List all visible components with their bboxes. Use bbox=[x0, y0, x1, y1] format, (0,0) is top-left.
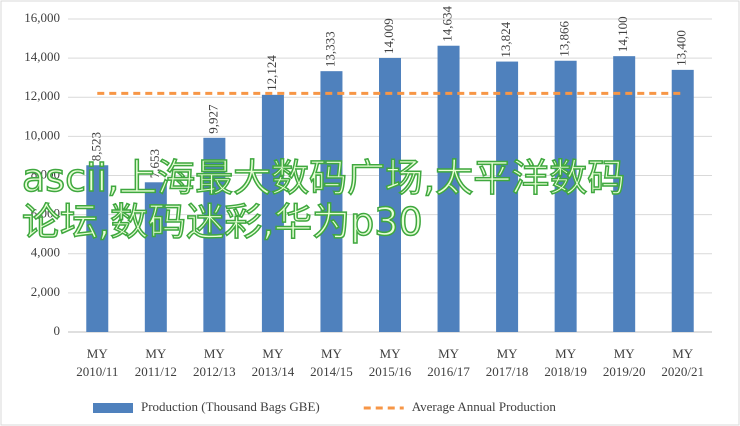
y-tick-label: 8,000 bbox=[31, 166, 60, 181]
bar bbox=[671, 69, 694, 333]
legend-label: Average Annual Production bbox=[412, 399, 557, 414]
y-tick-label: 6,000 bbox=[31, 206, 60, 221]
value-label: 14,009 bbox=[381, 18, 396, 54]
value-label: 9,927 bbox=[205, 104, 220, 134]
x-tick-label-line: 2014/15 bbox=[310, 364, 353, 379]
legend-swatch bbox=[93, 403, 133, 413]
x-tick-label-line: MY bbox=[672, 346, 694, 361]
x-tick-label: MY 2016/17 bbox=[427, 346, 470, 379]
value-label: 12,124 bbox=[264, 55, 279, 91]
bar bbox=[320, 71, 343, 332]
bar bbox=[261, 94, 284, 332]
x-tick-label-line: 2013/14 bbox=[252, 364, 295, 379]
x-tick-label: MY 2017/18 bbox=[486, 346, 529, 379]
bar bbox=[437, 45, 460, 332]
bar bbox=[496, 61, 519, 333]
x-tick-label-line: MY bbox=[380, 346, 402, 361]
x-tick-label: MY 2012/13 bbox=[193, 346, 236, 379]
x-tick-label: MY 2018/19 bbox=[544, 346, 587, 379]
x-tick-label-line: 2012/13 bbox=[193, 364, 236, 379]
value-label: 14,100 bbox=[615, 16, 630, 52]
x-tick-label-line: 2018/19 bbox=[544, 364, 587, 379]
bar bbox=[554, 60, 577, 333]
y-tick-label: 10,000 bbox=[24, 127, 60, 142]
bar bbox=[144, 182, 167, 332]
x-tick-label-line: MY bbox=[145, 346, 167, 361]
x-tick-label: MY 2019/20 bbox=[603, 346, 646, 379]
x-tick-label: MY 2013/14 bbox=[252, 346, 295, 379]
x-tick-label-line: 2020/21 bbox=[661, 364, 704, 379]
x-tick-label-line: MY bbox=[497, 346, 519, 361]
x-tick-label-line: MY bbox=[87, 346, 109, 361]
value-label: 8,523 bbox=[88, 132, 103, 161]
bar bbox=[203, 137, 226, 332]
bar bbox=[86, 165, 109, 332]
y-tick-label: 2,000 bbox=[31, 284, 60, 299]
x-tick-label-line: MY bbox=[262, 346, 284, 361]
y-tick-label: 14,000 bbox=[24, 49, 60, 64]
x-tick-label: MY 2015/16 bbox=[369, 346, 412, 379]
x-tick-label: MY 2010/11 bbox=[76, 346, 118, 379]
x-tick-label-line: 2019/20 bbox=[603, 364, 646, 379]
x-tick-label-line: 2016/17 bbox=[427, 364, 470, 379]
x-tick-label-line: MY bbox=[555, 346, 577, 361]
value-label: 13,824 bbox=[498, 21, 513, 57]
x-tick-label: MY 2020/21 bbox=[661, 346, 704, 379]
x-tick-label-line: MY bbox=[438, 346, 460, 361]
x-tick-label-line: 2010/11 bbox=[76, 364, 118, 379]
x-tick-label-line: MY bbox=[321, 346, 343, 361]
legend-label: Production (Thousand Bags GBE) bbox=[141, 399, 320, 414]
overlay-annotation: ascii,上海最大数码广场,太平洋数码论坛,数码迷彩,华为p30 bbox=[21, 155, 626, 245]
value-label: 7,653 bbox=[147, 149, 162, 178]
x-tick-label-line: MY bbox=[204, 346, 226, 361]
x-tick-label: MY 2014/15 bbox=[310, 346, 353, 379]
x-tick-label-line: MY bbox=[614, 346, 636, 361]
y-tick-label: 0 bbox=[54, 323, 61, 338]
value-label: 14,634 bbox=[440, 5, 455, 41]
bar bbox=[613, 56, 636, 332]
x-tick-label-line: 2017/18 bbox=[486, 364, 529, 379]
x-tick-label-line: 2011/12 bbox=[135, 364, 177, 379]
bar bbox=[379, 57, 401, 332]
x-tick-label: MY 2011/12 bbox=[135, 346, 177, 379]
value-label: 13,400 bbox=[674, 30, 689, 66]
y-tick-label: 16,000 bbox=[24, 10, 60, 25]
value-label: 13,866 bbox=[557, 20, 572, 56]
value-label: 13,333 bbox=[322, 31, 337, 67]
y-tick-label: 4,000 bbox=[31, 245, 60, 260]
x-tick-label-line: 2015/16 bbox=[369, 364, 412, 379]
y-tick-label: 12,000 bbox=[24, 88, 60, 103]
